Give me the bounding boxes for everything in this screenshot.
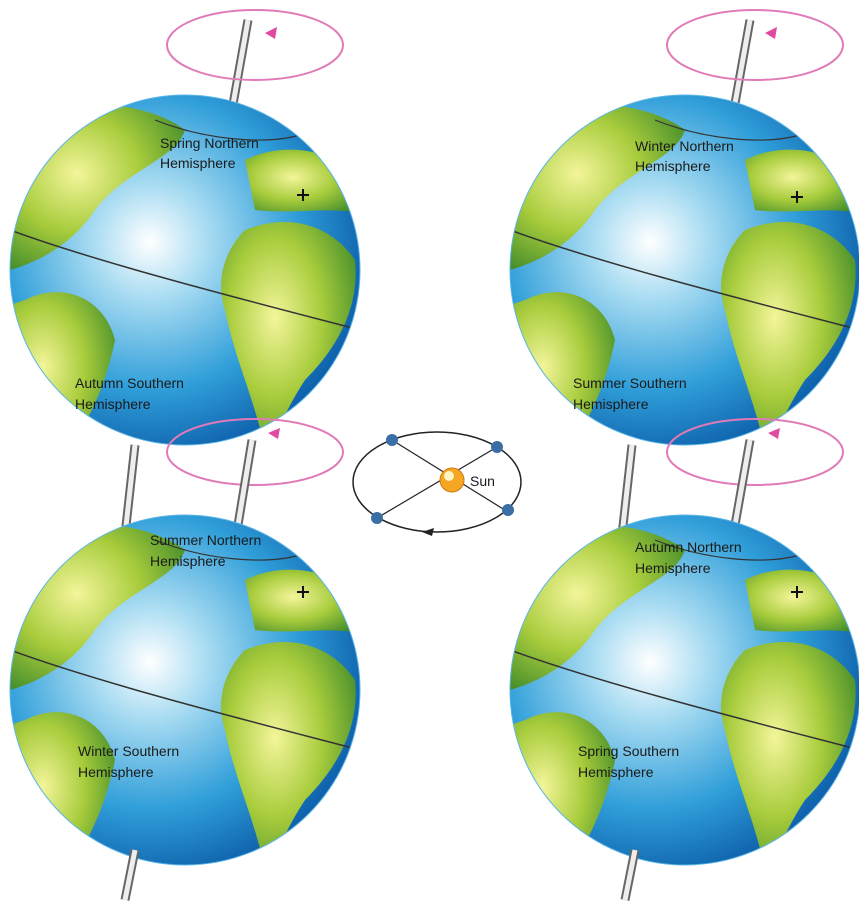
label: Hemisphere bbox=[75, 396, 151, 412]
location-marker bbox=[791, 586, 803, 598]
label: Hemisphere bbox=[78, 764, 154, 780]
earth bbox=[491, 441, 503, 453]
axis-rod bbox=[229, 19, 251, 111]
axis-rod bbox=[732, 439, 753, 526]
label: Hemisphere bbox=[150, 553, 226, 569]
label: Autumn Southern bbox=[75, 375, 184, 391]
label: Summer Northern bbox=[150, 532, 261, 548]
rotation-arrow bbox=[765, 27, 777, 39]
rotation-ring bbox=[666, 9, 844, 81]
label: Hemisphere bbox=[635, 560, 711, 576]
globe-winter-summer: Winter Northern Hemisphere Summer Southe… bbox=[495, 9, 859, 536]
axis-rod bbox=[619, 444, 635, 536]
orbit-arrow bbox=[422, 528, 434, 536]
label: Summer Southern bbox=[573, 375, 687, 391]
rotation-ring bbox=[166, 418, 344, 486]
axis-rod bbox=[235, 439, 255, 526]
earth bbox=[371, 512, 383, 524]
location-marker bbox=[297, 189, 309, 201]
label: Hemisphere bbox=[578, 764, 654, 780]
label: Winter Northern bbox=[635, 138, 734, 154]
globe-summer-winter: Summer Northern Hemisphere Winter Southe… bbox=[0, 418, 365, 901]
rotation-ring bbox=[666, 418, 844, 486]
label: Winter Southern bbox=[78, 743, 179, 759]
label: Spring Northern bbox=[160, 135, 259, 151]
rotation-arrow bbox=[268, 428, 280, 439]
label: Hemisphere bbox=[160, 155, 236, 171]
globe bbox=[0, 95, 365, 470]
rotation-arrow bbox=[768, 428, 780, 439]
orbit-line bbox=[376, 446, 498, 519]
label: Hemisphere bbox=[573, 396, 649, 412]
label: Hemisphere bbox=[635, 158, 711, 174]
location-marker bbox=[297, 586, 309, 598]
earth bbox=[502, 504, 514, 516]
axis-rod bbox=[122, 849, 138, 901]
globe-autumn-spring: Autumn Northern Hemisphere Spring Southe… bbox=[495, 418, 859, 901]
orbit-diagram: Sun bbox=[352, 431, 522, 536]
axis-rod bbox=[122, 444, 138, 536]
label: Autumn Northern bbox=[635, 539, 742, 555]
location-marker bbox=[791, 191, 803, 203]
label: Spring Southern bbox=[578, 743, 679, 759]
globe-spring-autumn: Spring Northern Hemisphere Autumn Southe… bbox=[0, 9, 365, 536]
rotation-ring bbox=[166, 9, 344, 81]
sun-label: Sun bbox=[470, 473, 495, 489]
sun-highlight bbox=[444, 471, 454, 481]
earth bbox=[386, 434, 398, 446]
rotation-arrow bbox=[265, 27, 277, 39]
axis-rod bbox=[622, 849, 638, 901]
globe bbox=[0, 515, 365, 890]
